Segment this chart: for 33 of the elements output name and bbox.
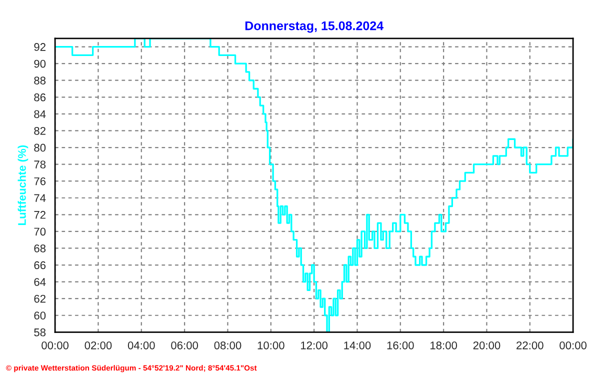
y-tick-label: 60: [34, 312, 46, 320]
x-tick-label: 14:00: [344, 341, 371, 350]
y-tick-label: 84: [34, 110, 46, 118]
x-tick-label: 04:00: [128, 341, 155, 350]
y-tick-label: 72: [34, 210, 46, 219]
y-tick-label: 82: [34, 126, 46, 135]
y-tick-label: 68: [34, 244, 46, 252]
y-tick-label: 78: [34, 160, 46, 168]
y-tick-label: 58: [34, 328, 46, 336]
y-tick-label: 66: [34, 261, 46, 270]
x-tick-label: 00:00: [42, 341, 69, 350]
x-tick-label: 00:00: [560, 341, 587, 350]
y-tick-label: 80: [34, 144, 46, 152]
x-tick-label: 22:00: [516, 341, 544, 350]
x-tick-label: 16:00: [387, 341, 414, 350]
y-tick-label: 64: [34, 278, 46, 286]
x-tick-label: 20:00: [473, 341, 500, 350]
x-tick-label: 02:00: [84, 341, 112, 350]
y-tick-label: 74: [34, 194, 46, 202]
x-tick-label: 18:00: [430, 341, 458, 350]
x-tick-label: 10:00: [258, 341, 284, 350]
y-tick-label: 86: [34, 93, 46, 102]
x-tick-label: 06:00: [171, 341, 198, 350]
y-tick-label: 70: [34, 228, 46, 236]
x-tick-label: 08:00: [214, 341, 242, 350]
y-tick-label: 76: [34, 177, 46, 186]
y-tick-label: 62: [34, 294, 46, 303]
y-axis-title: Luftfeuchte (%): [18, 145, 28, 225]
y-tick-label: 92: [34, 43, 46, 51]
x-tick-label: 12:00: [301, 341, 328, 350]
chart-title: Donnerstag, 15.08.2024: [245, 21, 384, 33]
y-tick-label: 88: [34, 76, 46, 84]
y-tick-label: 90: [34, 60, 46, 68]
